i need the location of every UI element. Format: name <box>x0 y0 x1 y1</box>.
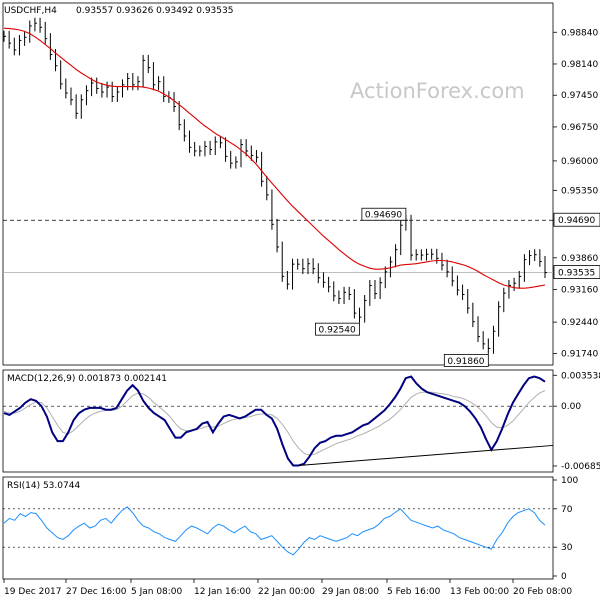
rsi-y-tick-label: 70 <box>561 505 573 515</box>
rsi-line <box>3 506 546 556</box>
price-y-tick-label: 0.98140 <box>561 60 598 70</box>
rsi-y-tick-label: 30 <box>561 543 573 553</box>
x-axis-tick-label: 22 Jan 00:00 <box>258 587 315 597</box>
macd-panel-border <box>2 369 554 473</box>
macd-y-tick-label: 0.003538 <box>561 371 600 381</box>
x-axis-tick-label: 29 Jan 08:00 <box>322 587 379 597</box>
rsi-panel-border <box>2 476 554 580</box>
price-y-tick-label: 0.96000 <box>561 157 598 167</box>
price-annotation-box <box>361 207 407 221</box>
macd-y-tick-label: -0.006853 <box>561 462 600 472</box>
price-y-tick-label: 0.93860 <box>561 254 598 264</box>
macd-trendline <box>298 444 554 467</box>
price-y-tick-label: 0.92440 <box>561 318 598 328</box>
price-panel: 0.98840 0.98140 0.97450 0.96750 0.96000 0.953… <box>3 17 600 367</box>
rsi-panel: 100 70 30 0 19 Dec 2017 27 Dec 16:00 5 Jan 08:… <box>3 476 578 597</box>
rsi-y-tick-label: 100 <box>561 476 578 486</box>
price-annotation-text: 0.92540 <box>319 326 356 336</box>
price-y-tick-label: 0.93160 <box>561 286 598 296</box>
macd-main-line <box>3 375 546 467</box>
current-price-label-text: 0.93535 <box>558 269 595 279</box>
watermark-text: ActionForex.com <box>350 79 525 103</box>
price-y-tick-label: 0.91740 <box>561 349 598 359</box>
price-annotation-text: 0.91860 <box>447 357 484 367</box>
chart-header-ohlc: 0.93557 0.93626 0.93492 0.93535 <box>76 6 233 16</box>
moving-average-line <box>3 27 546 289</box>
rsi-title: RSI(14) 53.0744 <box>7 481 80 491</box>
macd-y-tick-label: 0.00 <box>561 402 581 412</box>
rsi-y-tick-label: 0 <box>561 572 567 582</box>
price-y-tick-label: 0.96750 <box>561 123 598 133</box>
price-y-tick-label: 0.98840 <box>561 28 598 38</box>
resistance-label-text: 0.94690 <box>558 216 595 226</box>
price-annotation-box <box>315 322 360 336</box>
macd-signal-line <box>3 390 546 456</box>
macd-title: MACD(12,26,9) 0.001873 0.002141 <box>7 374 167 384</box>
chart-header-symbol: USDCHF,H4 <box>4 6 57 16</box>
price-y-tick-label: 0.97450 <box>561 91 598 101</box>
x-axis-tick-label: 13 Feb 00:00 <box>450 587 509 597</box>
price-annotation-text: 0.94690 <box>365 211 402 221</box>
x-axis-tick-label: 20 Feb 08:00 <box>513 587 572 597</box>
x-axis-tick-label: 19 Dec 2017 <box>4 587 62 597</box>
x-axis-tick-label: 5 Jan 08:00 <box>131 587 183 597</box>
x-axis-tick-label: 5 Feb 16:00 <box>387 587 441 597</box>
price-y-tick-label: 0.95350 <box>561 186 598 196</box>
price-annotation-box <box>443 354 489 367</box>
macd-panel: 0.003538 0.00 -0.006853 <box>3 371 600 472</box>
resistance-label-box <box>553 212 600 227</box>
x-axis-tick-label: 27 Dec 16:00 <box>66 587 127 597</box>
price-panel-border <box>2 2 554 366</box>
x-axis-tick-label: 12 Jan 16:00 <box>194 587 251 597</box>
current-price-label-box <box>553 265 600 279</box>
